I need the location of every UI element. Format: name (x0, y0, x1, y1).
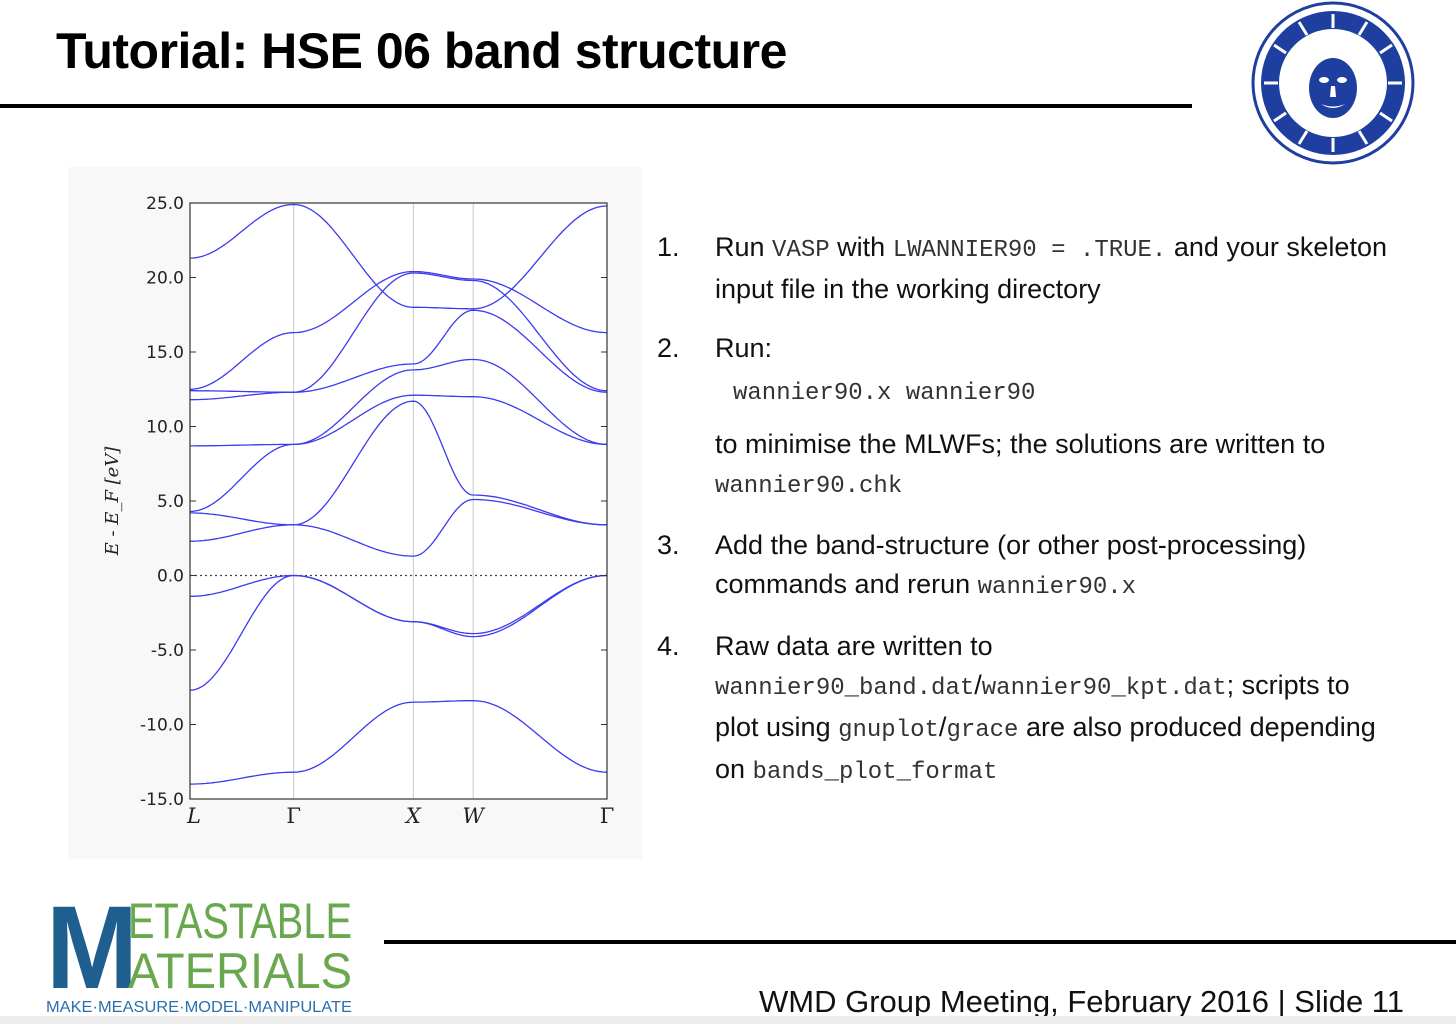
footer-divider (384, 940, 1456, 944)
band-structure-chart: 25.0 20.0 15.0 10.0 5.0 0.0 -5.0 -10.0 -15.0L Γ X W… (102, 194, 615, 828)
kpoint-label: Γ (286, 804, 301, 828)
y-tick-label: 20.0 (146, 269, 184, 289)
y-tick-label: -10.0 (140, 716, 184, 736)
kpoint-label: Γ (600, 804, 615, 828)
slide-footer: WMD Group Meeting, February 2016 | Slide… (759, 984, 1404, 1019)
kpoint-label: X (404, 804, 422, 828)
step-2: 2. Run: wannier90.x wannier90 to minimis… (652, 329, 1392, 506)
university-seal-logo (1247, 0, 1419, 166)
y-tick-label: -5.0 (151, 641, 184, 661)
step-text: ; scripts to plot using (715, 670, 1350, 742)
step-text: Raw data are written to (715, 631, 993, 661)
band-line (190, 272, 608, 393)
y-tick-label: 25.0 (146, 194, 184, 214)
band-line (190, 358, 608, 447)
code-grace: grace (946, 717, 1019, 744)
band-line (190, 400, 607, 526)
logo-tagline: MAKE·MEASURE·MODEL·MANIPULATE (46, 999, 352, 1016)
step-text: Add the band-structure (or other post-pr… (715, 530, 1307, 599)
step-4: 4. Raw data are written to wannier90_ban… (652, 627, 1392, 792)
plot-area (190, 203, 607, 799)
band-line (190, 498, 607, 557)
code-vasp: VASP (772, 237, 830, 264)
slide-title: Tutorial: HSE 06 band structure (56, 23, 787, 79)
code-wannier-exe: wannier90.x (977, 574, 1137, 601)
band-line (189, 394, 608, 513)
band-line (189, 574, 608, 635)
step-number: 3. (657, 530, 680, 560)
metastable-materials-logo: M ETASTABLE ATERIALS MAKE·MEASURE·MODEL·… (44, 882, 360, 1020)
logo-line1: ETASTABLE (128, 893, 352, 949)
band-line (189, 203, 608, 310)
y-axis-label: E - E_F [eV] (102, 446, 123, 557)
step-number: 4. (657, 631, 680, 661)
step-text: are also produced depending on (715, 712, 1376, 784)
band-line (189, 270, 608, 390)
step-text: to minimise the MLWFs; the solutions are… (715, 429, 1326, 459)
separator: / (938, 712, 947, 742)
logo-line2: ATERIALS (128, 943, 352, 999)
step-text: with (829, 232, 893, 262)
tutorial-steps: 1. Run VASP with LWANNIER90 = .TRUE. and… (652, 228, 1392, 812)
y-tick-label: 5.0 (157, 492, 184, 512)
y-tick-label: 15.0 (146, 343, 184, 363)
step-text: Run: (715, 333, 773, 363)
step-number: 1. (657, 232, 680, 262)
logo-big-m: M (46, 892, 138, 1014)
y-tick-label: 10.0 (146, 418, 184, 438)
code-plot-format: bands_plot_format (752, 759, 998, 786)
y-tick-label: 0.0 (157, 567, 184, 587)
bottom-strip (0, 1016, 1456, 1024)
separator: / (974, 670, 982, 700)
step-text: and your skeleton input file in the work… (715, 232, 1387, 304)
kpoint-label: L (186, 804, 201, 828)
band-structure-plot: 25.0 20.0 15.0 10.0 5.0 0.0 -5.0 -10.0 -15.0 L Γ X W… (68, 167, 642, 859)
code-chk-file: wannier90.chk (715, 473, 903, 500)
code-gnuplot: gnuplot (838, 717, 939, 744)
step-text: Run (715, 232, 773, 262)
code-kpt-dat: wannier90_kpt.dat (981, 675, 1227, 702)
step-number: 2. (657, 333, 680, 363)
kpoint-label: W (462, 804, 486, 828)
code-band-dat: wannier90_band.dat (715, 675, 975, 702)
code-lwannier90: LWANNIER90 = .TRUE. (892, 237, 1167, 264)
title-divider (0, 104, 1192, 108)
step-1: 1. Run VASP with LWANNIER90 = .TRUE. and… (652, 228, 1392, 309)
step-3: 3. Add the band-structure (or other post… (652, 526, 1392, 607)
y-tick-label: -15.0 (140, 790, 184, 810)
band-line (190, 700, 608, 785)
band-line (190, 309, 608, 401)
command-line: wannier90.x wannier90 (733, 380, 1036, 407)
